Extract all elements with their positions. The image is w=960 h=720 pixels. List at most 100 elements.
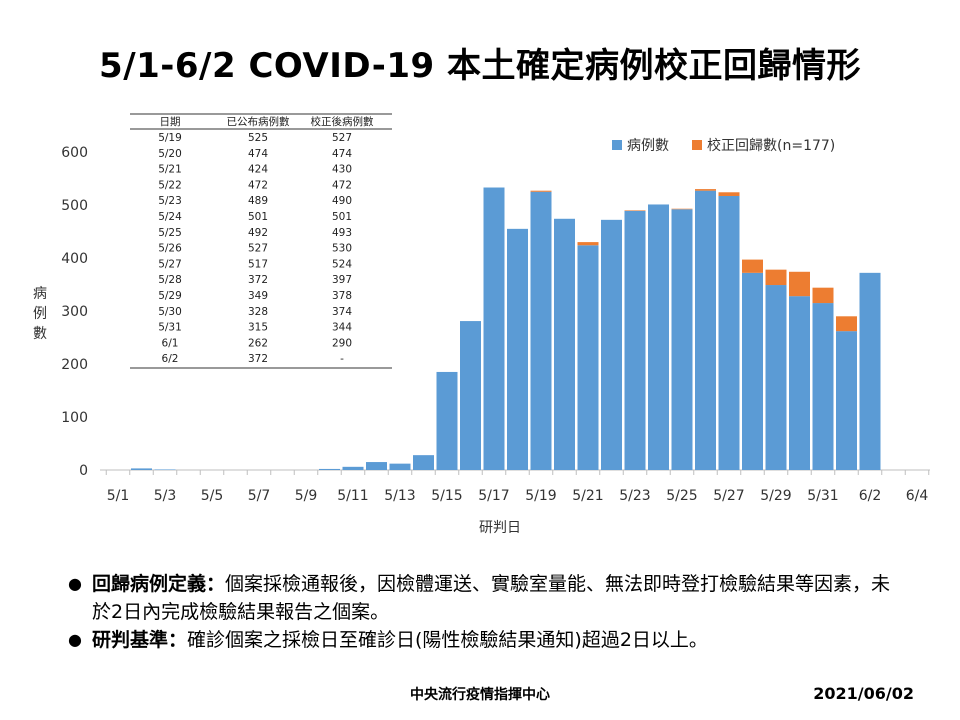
table-cell: 5/26 — [158, 243, 182, 255]
y-axis-label: 病 — [33, 286, 47, 302]
x-tick-label: 5/27 — [713, 488, 744, 504]
bar-case-count — [789, 296, 810, 470]
table-cell: 5/25 — [158, 227, 182, 239]
y-tick-label: 400 — [61, 251, 88, 267]
table-cell: 424 — [248, 164, 268, 176]
table-cell: 524 — [332, 258, 352, 270]
table-cell: 5/20 — [158, 148, 182, 160]
x-tick-label: 5/21 — [572, 488, 603, 504]
table-cell: 372 — [248, 353, 268, 365]
table-cell: 5/31 — [158, 322, 182, 334]
table-cell: 501 — [248, 211, 268, 223]
bar-backlog-count — [695, 189, 716, 191]
x-tick-label: 5/3 — [154, 488, 177, 504]
y-tick-label: 100 — [61, 410, 88, 426]
note-definition: ● 回歸病例定義：個案採檢通報後，因檢體運送、實驗室量能、無法即時登打檢驗結果等… — [68, 570, 908, 626]
bar-case-count — [695, 190, 716, 470]
table-cell: 5/24 — [158, 211, 182, 223]
table-cell: 5/23 — [158, 195, 182, 207]
x-tick-label: 5/31 — [807, 488, 838, 504]
legend-label-backlog: 校正回歸數(n=177) — [707, 137, 835, 154]
y-axis-label: 例 — [33, 306, 47, 322]
bar-case-count — [859, 272, 881, 470]
page-title: 5/1-6/2 COVID-19 本土確定病例校正回歸情形 — [99, 46, 861, 86]
table-header: 日期 — [160, 116, 181, 128]
y-tick-label: 200 — [61, 357, 88, 373]
table-cell: 5/21 — [158, 164, 182, 176]
bar-case-count — [648, 204, 669, 470]
table-cell: 5/19 — [158, 132, 182, 144]
table-cell: 527 — [332, 132, 352, 144]
bar-case-count — [601, 219, 622, 470]
table-cell: 328 — [248, 306, 268, 318]
stacked-bar-chart: 0 100 200 300 400 500 600 5/1 5/3 5/5 5/7 5/9 5/11 5/… — [33, 113, 930, 536]
y-tick-label: 0 — [79, 463, 88, 479]
table-cell: 472 — [332, 179, 352, 191]
table-cell: 527 — [248, 243, 268, 255]
bar-case-count — [554, 218, 575, 470]
table-cell: 517 — [248, 258, 268, 270]
bar-case-count — [577, 245, 599, 470]
table-cell: 493 — [332, 227, 352, 239]
table-cell: 378 — [332, 290, 352, 302]
y-tick-label: 300 — [61, 304, 88, 320]
x-tick-label: 5/23 — [619, 488, 650, 504]
bar-case-count — [624, 210, 646, 470]
bullet-icon: ● — [68, 630, 82, 649]
bar-case-count — [131, 468, 152, 470]
x-tick-label: 5/13 — [384, 488, 415, 504]
table-cell: 525 — [248, 132, 268, 144]
table-cell: 474 — [332, 148, 352, 160]
note-text: 個案採檢通報後，因檢體運送、實驗室量能、無法即時登打檢驗結果等因素，未於2日內完… — [92, 573, 891, 623]
bar-backlog-count — [836, 316, 857, 332]
table-cell: 6/1 — [162, 337, 179, 349]
x-tick-label: 5/19 — [525, 488, 556, 504]
bar-case-count — [507, 228, 528, 470]
bullet-icon: ● — [68, 574, 82, 593]
bar-case-count — [836, 331, 857, 470]
table-cell: 492 — [248, 227, 268, 239]
bar-backlog-count — [624, 210, 646, 211]
table-cell: 489 — [248, 195, 268, 207]
table-cell: 530 — [332, 243, 352, 255]
legend-swatch-cases — [612, 140, 622, 150]
bar-case-count — [413, 455, 434, 470]
x-tick-label: 6/2 — [859, 488, 882, 504]
footer-organization: 中央流行疫情指揮中心 — [410, 687, 550, 703]
table-cell: 349 — [248, 290, 268, 302]
footer-date: 2021/06/02 — [813, 684, 914, 703]
bar-case-count — [812, 303, 834, 470]
bar-case-count — [718, 195, 740, 471]
note-criteria: ● 研判基準：確診個案之採檢日至確診日(陽性檢驗結果通知)超過2日以上。 — [68, 626, 908, 654]
y-tick-label: 600 — [61, 145, 88, 161]
y-tick-label: 500 — [61, 198, 88, 214]
bar-case-count — [154, 469, 176, 470]
y-axis-label: 數 — [33, 326, 47, 342]
notes: ● 回歸病例定義：個案採檢通報後，因檢體運送、實驗室量能、無法即時登打檢驗結果等… — [68, 570, 908, 654]
bar-case-count — [319, 468, 340, 470]
x-tick-label: 5/29 — [760, 488, 791, 504]
table-cell: 290 — [332, 337, 352, 349]
bar-case-count — [742, 272, 763, 470]
x-tick-label: 5/11 — [337, 488, 368, 504]
table-cell: - — [340, 353, 344, 365]
bar-case-count — [436, 371, 458, 470]
x-tick-label: 5/17 — [478, 488, 509, 504]
x-tick-label: 5/25 — [666, 488, 697, 504]
note-term: 研判基準： — [92, 629, 188, 651]
x-tick-label: 6/4 — [906, 488, 929, 504]
bar-backlog-count — [789, 271, 810, 297]
x-axis-label: 研判日 — [479, 520, 521, 536]
x-tick-label: 5/15 — [431, 488, 462, 504]
bar-case-count — [460, 321, 481, 470]
table-cell: 472 — [248, 179, 268, 191]
x-tick-label: 5/9 — [295, 488, 318, 504]
bar-case-count — [765, 285, 787, 470]
table-cell: 374 — [332, 306, 352, 318]
table-cell: 430 — [332, 164, 352, 176]
bar-backlog-count — [577, 242, 599, 246]
table-cell: 397 — [332, 274, 352, 286]
table-cell: 5/22 — [158, 179, 182, 191]
legend-label-cases: 病例數 — [627, 138, 669, 154]
bar-backlog-count — [530, 190, 552, 192]
